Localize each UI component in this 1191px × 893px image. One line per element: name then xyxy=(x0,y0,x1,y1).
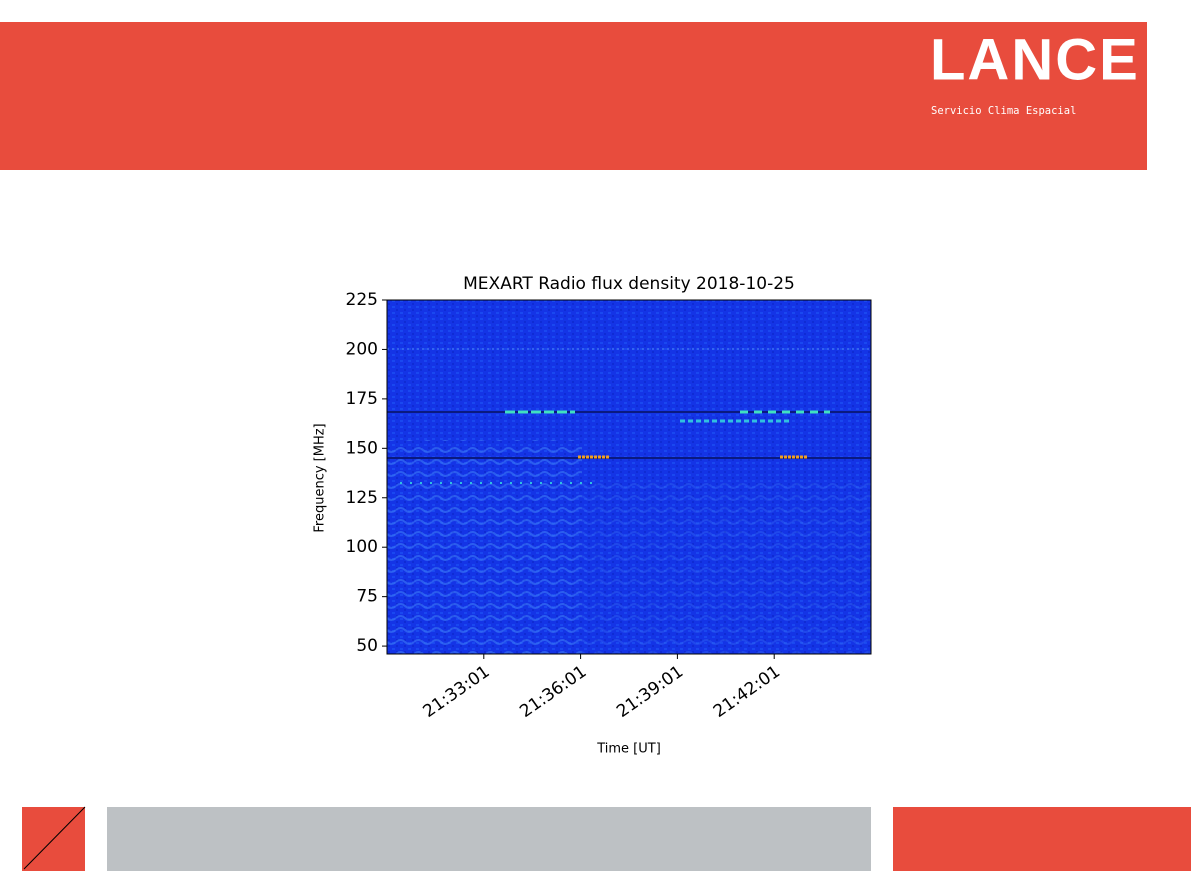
header-band xyxy=(0,22,1147,170)
spectrogram-texture xyxy=(582,480,871,654)
footer-band xyxy=(893,807,1191,871)
y-tick-label: 100 xyxy=(346,537,378,557)
footer-bar xyxy=(107,807,871,871)
y-tick-label: 225 xyxy=(346,290,378,310)
y-tick-label: 200 xyxy=(346,339,378,359)
y-tick-label: 150 xyxy=(346,438,378,458)
y-axis-label: Frequency [MHz] xyxy=(313,423,328,532)
y-tick-label: 75 xyxy=(356,587,378,607)
x-tick-label: 21:39:01 xyxy=(613,662,687,722)
plot-frame xyxy=(386,299,872,655)
x-axis-label: Time [UT] xyxy=(596,742,661,757)
plot-area xyxy=(386,299,872,655)
logo-subtitle: Servicio Clima Espacial xyxy=(931,105,1076,117)
logo: LANCE xyxy=(930,27,1140,92)
y-tick-label: 175 xyxy=(346,389,378,409)
y-tick-label: 125 xyxy=(346,488,378,508)
chart-title: MEXART Radio flux density 2018-10-25 xyxy=(463,274,795,294)
spectrogram-texture xyxy=(387,440,582,654)
x-tick-label: 21:42:01 xyxy=(710,662,784,722)
y-tick-label: 50 xyxy=(356,636,378,656)
x-tick-label: 21:33:01 xyxy=(420,662,494,722)
footer-diagonal xyxy=(23,806,86,870)
x-tick-label: 21:36:01 xyxy=(516,662,590,722)
